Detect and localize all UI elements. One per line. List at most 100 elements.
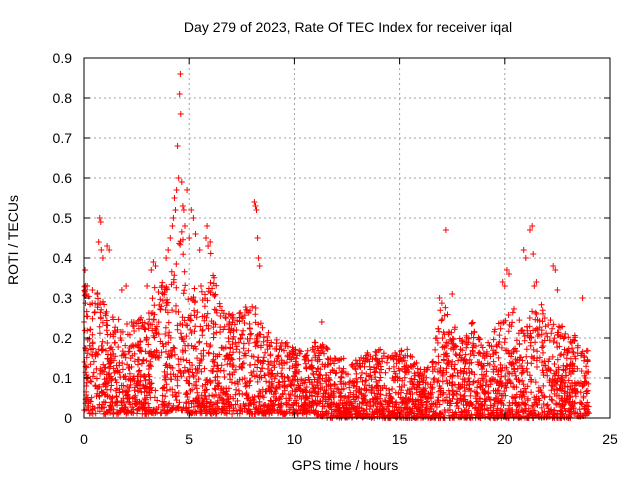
data-point xyxy=(259,392,266,399)
data-point xyxy=(162,324,169,331)
data-point xyxy=(363,370,370,377)
data-point xyxy=(222,314,229,321)
data-point xyxy=(510,365,517,372)
data-point xyxy=(488,343,495,350)
data-point xyxy=(535,395,542,402)
data-point xyxy=(103,347,109,354)
data-point xyxy=(384,359,390,366)
data-point xyxy=(471,405,478,412)
data-point xyxy=(479,344,486,351)
data-point xyxy=(283,339,290,346)
data-point xyxy=(551,361,558,367)
data-point xyxy=(519,408,526,415)
outlier-point xyxy=(251,199,258,205)
data-point xyxy=(242,350,248,357)
data-point xyxy=(272,345,278,352)
data-point xyxy=(145,363,152,369)
data-point xyxy=(583,363,590,370)
data-point xyxy=(116,409,123,416)
data-point xyxy=(325,374,332,381)
data-point xyxy=(289,351,296,358)
data-point xyxy=(534,402,541,408)
data-point xyxy=(360,407,367,414)
data-point xyxy=(421,393,428,400)
data-point xyxy=(547,367,554,374)
data-point xyxy=(145,341,152,348)
data-point xyxy=(149,321,156,328)
outlier-point xyxy=(152,263,159,269)
data-point xyxy=(541,315,548,321)
data-point xyxy=(321,410,328,417)
data-point xyxy=(113,394,120,400)
data-point xyxy=(540,372,547,378)
data-point xyxy=(138,348,145,355)
data-point xyxy=(241,320,248,326)
data-point xyxy=(451,326,458,333)
data-point xyxy=(483,378,490,385)
data-point xyxy=(241,312,248,319)
data-point xyxy=(563,355,570,362)
data-point xyxy=(171,351,178,358)
data-point xyxy=(480,350,487,357)
data-point xyxy=(311,339,318,346)
data-point xyxy=(448,363,455,370)
data-point xyxy=(194,309,201,316)
data-point xyxy=(555,332,562,339)
data-point xyxy=(177,330,184,337)
data-point xyxy=(233,327,240,333)
data-point xyxy=(454,399,461,406)
data-point xyxy=(145,371,152,378)
data-point xyxy=(493,349,500,356)
data-point xyxy=(94,290,101,296)
data-point xyxy=(468,320,475,327)
data-point xyxy=(553,386,560,393)
data-point xyxy=(529,308,536,315)
data-point xyxy=(523,346,530,353)
data-point xyxy=(461,384,468,391)
data-point xyxy=(540,343,547,349)
data-point xyxy=(462,360,469,367)
data-point xyxy=(112,339,119,346)
data-point xyxy=(129,404,136,411)
data-point xyxy=(322,390,329,397)
data-point xyxy=(185,296,192,303)
data-point xyxy=(408,375,415,382)
data-point xyxy=(118,398,125,404)
data-point xyxy=(371,364,378,371)
data-point xyxy=(523,407,529,414)
data-point xyxy=(205,325,212,332)
data-point xyxy=(382,369,389,376)
data-point xyxy=(401,382,408,389)
data-point xyxy=(450,372,456,379)
data-point xyxy=(485,383,492,390)
data-point xyxy=(191,410,198,417)
data-point xyxy=(373,349,380,356)
data-point xyxy=(158,284,165,291)
data-point xyxy=(314,391,321,397)
data-point xyxy=(519,399,526,406)
outlier-point xyxy=(554,287,561,293)
data-point xyxy=(215,365,222,372)
data-point xyxy=(195,376,202,383)
data-point xyxy=(489,410,496,417)
data-point xyxy=(255,321,262,328)
data-point xyxy=(226,351,233,358)
data-point xyxy=(94,304,101,311)
data-point xyxy=(366,373,373,380)
data-point xyxy=(215,392,222,398)
outlier-point xyxy=(167,235,174,241)
data-point xyxy=(369,395,376,402)
outlier-point xyxy=(82,267,89,273)
outlier-point xyxy=(171,195,178,201)
data-point xyxy=(506,399,513,406)
data-point xyxy=(168,376,175,383)
data-point xyxy=(585,369,592,375)
data-point xyxy=(487,396,494,403)
data-point xyxy=(455,357,462,364)
data-point xyxy=(360,395,367,402)
data-point xyxy=(153,347,160,354)
data-point xyxy=(214,373,221,380)
data-point xyxy=(254,378,261,385)
data-point xyxy=(378,401,385,408)
data-point xyxy=(359,378,366,385)
